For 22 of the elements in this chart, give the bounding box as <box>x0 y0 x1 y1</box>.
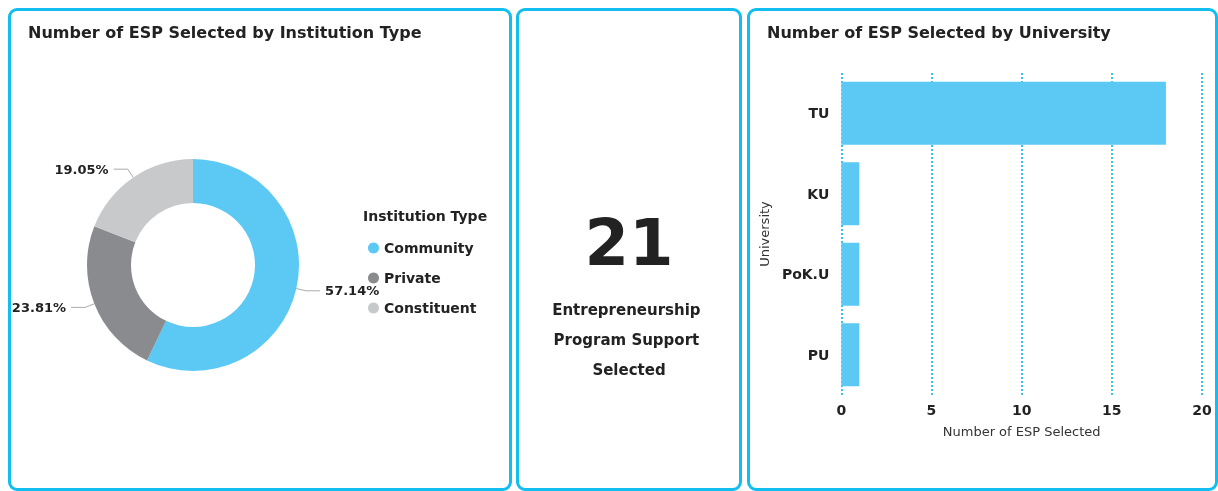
y-axis-title: University <box>757 200 772 267</box>
text: 21 <box>584 206 674 280</box>
x-tick-label: 20 <box>1192 402 1212 418</box>
legend-label: Community <box>384 240 474 256</box>
chart-title: Number of ESP Selected by Institution Type <box>28 22 422 42</box>
x-tick-label: 15 <box>1102 402 1122 418</box>
y-tick-label: KU <box>807 185 830 202</box>
y-tick-label: TU <box>808 105 830 122</box>
chart-title: Number of ESP Selected by University <box>767 22 1112 42</box>
legend-label: Constituent <box>384 300 477 316</box>
data-label: 23.81% <box>11 299 67 315</box>
y-tick-label: PU <box>807 346 830 363</box>
data-label: 57.14% <box>325 283 380 299</box>
x-axis-title: Number of ESP Selected <box>942 424 1101 439</box>
x-tick-label: 5 <box>926 402 937 418</box>
y-tick-label: PoK.U <box>781 266 830 283</box>
x-tick-label: 0 <box>836 402 847 418</box>
x-tick-label: 10 <box>1011 402 1032 418</box>
data-label: 19.05% <box>54 161 109 177</box>
text: Entrepreneurship Program Support Selected <box>552 301 706 379</box>
legend-label: Private <box>384 270 441 286</box>
legend-title: Institution Type <box>363 208 488 224</box>
